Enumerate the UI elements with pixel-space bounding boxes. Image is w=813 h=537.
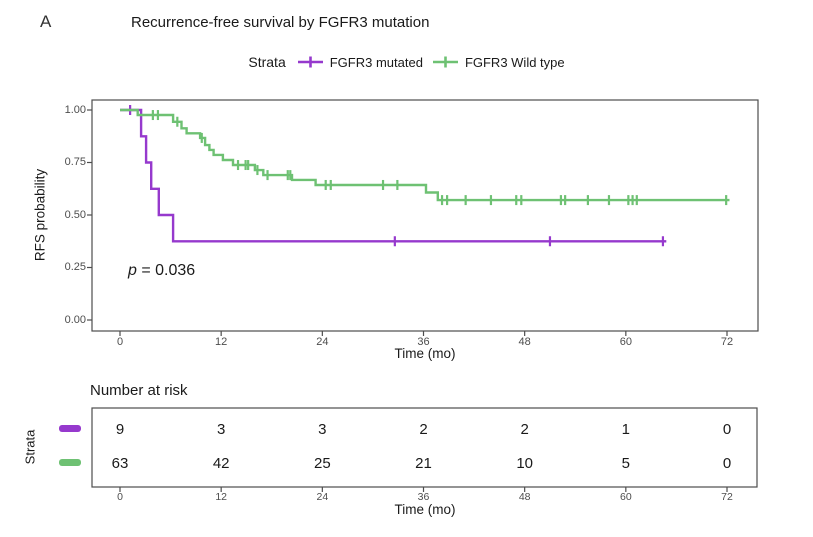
risk-x-axis-label: Time (mo): [394, 502, 456, 517]
x-tick-label: 72: [720, 336, 734, 348]
x-tick-label: 12: [215, 336, 228, 348]
risk-count: 2: [520, 421, 529, 438]
risk-x-tick-label: 48: [518, 491, 531, 503]
risk-count: 0: [722, 455, 732, 472]
y-tick-label: 0.50: [64, 209, 86, 221]
legend-label-mutated: FGFR3 mutated: [329, 54, 423, 70]
plus-line-icon: [432, 56, 458, 68]
risk-key-wildtype: [59, 459, 81, 466]
x-tick-label: 60: [619, 336, 632, 348]
y-tick-label: 0.75: [64, 156, 86, 168]
risk-count: 1: [621, 421, 630, 438]
x-tick-label: 48: [518, 336, 531, 348]
risk-x-tick-label: 12: [215, 491, 227, 503]
risk-x-tick-label: 0: [117, 491, 123, 503]
risk-x-tick-label: 36: [417, 491, 430, 503]
risk-x-tick-label: 24: [316, 491, 329, 503]
risk-x-tick-label: 60: [619, 491, 632, 503]
x-axis-label: Time (mo): [394, 346, 456, 361]
risk-count: 42: [212, 455, 230, 472]
y-tick-label: 0.25: [64, 261, 86, 273]
risk-count: 3: [318, 421, 327, 438]
x-tick-label: 0: [116, 336, 124, 348]
km-curve-fgfr3-wild-type: [120, 108, 730, 202]
risk-count: 2: [419, 421, 428, 438]
plus-line-icon: [297, 56, 323, 68]
risk-count: 25: [313, 455, 331, 472]
y-tick-label: 1.00: [64, 104, 86, 116]
km-curve-fgfr3-mutated: [120, 108, 667, 243]
risk-count: 63: [111, 455, 129, 472]
risk-table-title: Number at risk: [90, 382, 188, 399]
risk-x-tick-label: 72: [721, 491, 733, 503]
y-tick-label: 0.00: [64, 314, 86, 326]
figure-title: Recurrence-free survival by FGFR3 mutati…: [131, 14, 430, 31]
legend: Strata FGFR3 mutated FGFR3 Wild type: [0, 54, 813, 70]
x-tick-label: 24: [316, 336, 329, 348]
risk-count: 10: [516, 455, 533, 472]
p-value-annotation: p = 0.036: [128, 262, 196, 279]
risk-key-mutated: [59, 425, 81, 432]
legend-title: Strata: [248, 54, 286, 70]
panel-label: A: [40, 12, 52, 31]
legend-item-wildtype: FGFR3 Wild type: [432, 55, 565, 70]
x-tick-label: 36: [417, 336, 430, 348]
risk-panel-border: [91, 407, 758, 488]
risk-axis-label: Strata: [22, 429, 38, 465]
risk-count: 3: [216, 421, 226, 438]
legend-item-mutated: FGFR3 mutated: [297, 55, 423, 70]
risk-count: 9: [115, 421, 125, 438]
risk-count: 5: [621, 455, 630, 472]
legend-label-wildtype: FGFR3 Wild type: [464, 54, 565, 70]
risk-count: 0: [722, 421, 732, 438]
risk-count: 21: [415, 455, 432, 472]
plot-panel-border: [91, 99, 759, 332]
